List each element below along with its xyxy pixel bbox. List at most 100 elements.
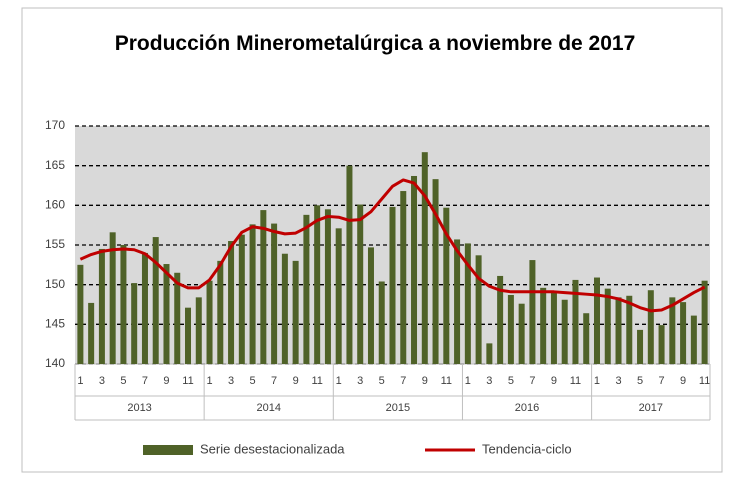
x-tick-label: 7	[659, 375, 665, 387]
year-label: 2015	[386, 402, 410, 414]
x-tick-label: 9	[293, 375, 299, 387]
bar	[421, 152, 428, 364]
bar	[507, 294, 514, 364]
bar	[604, 288, 611, 364]
y-tick-label: 170	[45, 118, 65, 132]
bar	[690, 315, 697, 364]
y-tick-label: 155	[45, 237, 65, 251]
bar	[486, 343, 493, 364]
x-tick-label: 5	[120, 375, 126, 387]
bar	[77, 264, 84, 364]
bar	[497, 275, 504, 364]
bar	[464, 243, 471, 364]
x-tick-label: 11	[441, 375, 452, 387]
x-tick-label: 9	[422, 375, 428, 387]
bar	[615, 297, 622, 364]
bar	[131, 283, 138, 364]
x-tick-label: 1	[206, 375, 212, 387]
bar	[701, 280, 708, 364]
x-tick-label: 5	[379, 375, 385, 387]
bar	[120, 245, 127, 364]
bar	[367, 247, 374, 364]
bar	[228, 241, 235, 364]
bar	[411, 175, 418, 364]
legend-swatch	[143, 445, 193, 455]
bar	[281, 253, 288, 364]
bar	[572, 279, 579, 364]
bar	[152, 237, 159, 364]
x-tick-label: 3	[357, 375, 363, 387]
bar	[647, 290, 654, 364]
bar	[98, 248, 105, 364]
x-tick-label: 3	[228, 375, 234, 387]
bar	[475, 255, 482, 364]
y-tick-label: 150	[45, 277, 65, 291]
bar	[260, 210, 267, 364]
x-tick-label: 9	[163, 375, 169, 387]
bar	[454, 239, 461, 364]
x-tick-label: 3	[99, 375, 105, 387]
bar	[324, 209, 331, 364]
x-tick-label: 3	[615, 375, 621, 387]
bar	[88, 302, 95, 364]
bar	[561, 299, 568, 364]
bar	[583, 313, 590, 364]
bar	[658, 325, 665, 364]
bar	[174, 272, 181, 364]
x-tick-label: 1	[336, 375, 342, 387]
legend-label: Tendencia-ciclo	[482, 441, 572, 456]
bar	[109, 232, 116, 364]
bar	[529, 260, 536, 364]
x-tick-label: 7	[142, 375, 148, 387]
year-label: 2014	[256, 402, 280, 414]
bar	[593, 277, 600, 364]
year-label: 2013	[127, 402, 151, 414]
bar	[314, 205, 321, 364]
chart-title: Producción Minerometalúrgica a noviembre…	[114, 32, 636, 55]
x-tick-label: 11	[182, 375, 193, 387]
bar	[378, 281, 385, 364]
bar	[249, 224, 256, 364]
bar	[163, 264, 170, 364]
x-tick-label: 7	[529, 375, 535, 387]
bar	[271, 223, 278, 364]
x-tick-label: 11	[699, 375, 710, 387]
y-tick-label: 140	[45, 356, 65, 370]
bar	[346, 165, 353, 364]
x-tick-label: 11	[311, 375, 322, 387]
bar	[335, 228, 342, 364]
bar	[195, 297, 202, 364]
x-tick-label: 5	[250, 375, 256, 387]
x-tick-label: 7	[400, 375, 406, 387]
x-tick-label: 7	[271, 375, 277, 387]
bar	[206, 280, 213, 364]
x-tick-label: 3	[486, 375, 492, 387]
bar	[389, 206, 396, 364]
bar	[303, 214, 310, 364]
bar	[637, 329, 644, 364]
legend-label: Serie desestacionalizada	[200, 441, 345, 456]
x-tick-label: 11	[570, 375, 581, 387]
bar	[432, 179, 439, 364]
bar	[238, 234, 245, 364]
x-tick-label: 9	[680, 375, 686, 387]
x-tick-label: 5	[637, 375, 643, 387]
x-tick-label: 5	[508, 375, 514, 387]
bar	[443, 207, 450, 364]
y-tick-label: 165	[45, 158, 65, 172]
bar	[292, 260, 299, 364]
x-tick-label: 1	[594, 375, 600, 387]
bar	[550, 292, 557, 364]
x-tick-label: 9	[551, 375, 557, 387]
year-label: 2016	[515, 402, 539, 414]
bar	[141, 252, 148, 364]
bar	[185, 307, 192, 364]
bar	[400, 191, 407, 364]
bar	[680, 302, 687, 364]
bar	[357, 204, 364, 364]
bar	[217, 260, 224, 364]
y-tick-label: 145	[45, 317, 65, 331]
bar	[669, 297, 676, 364]
x-tick-label: 1	[77, 375, 83, 387]
